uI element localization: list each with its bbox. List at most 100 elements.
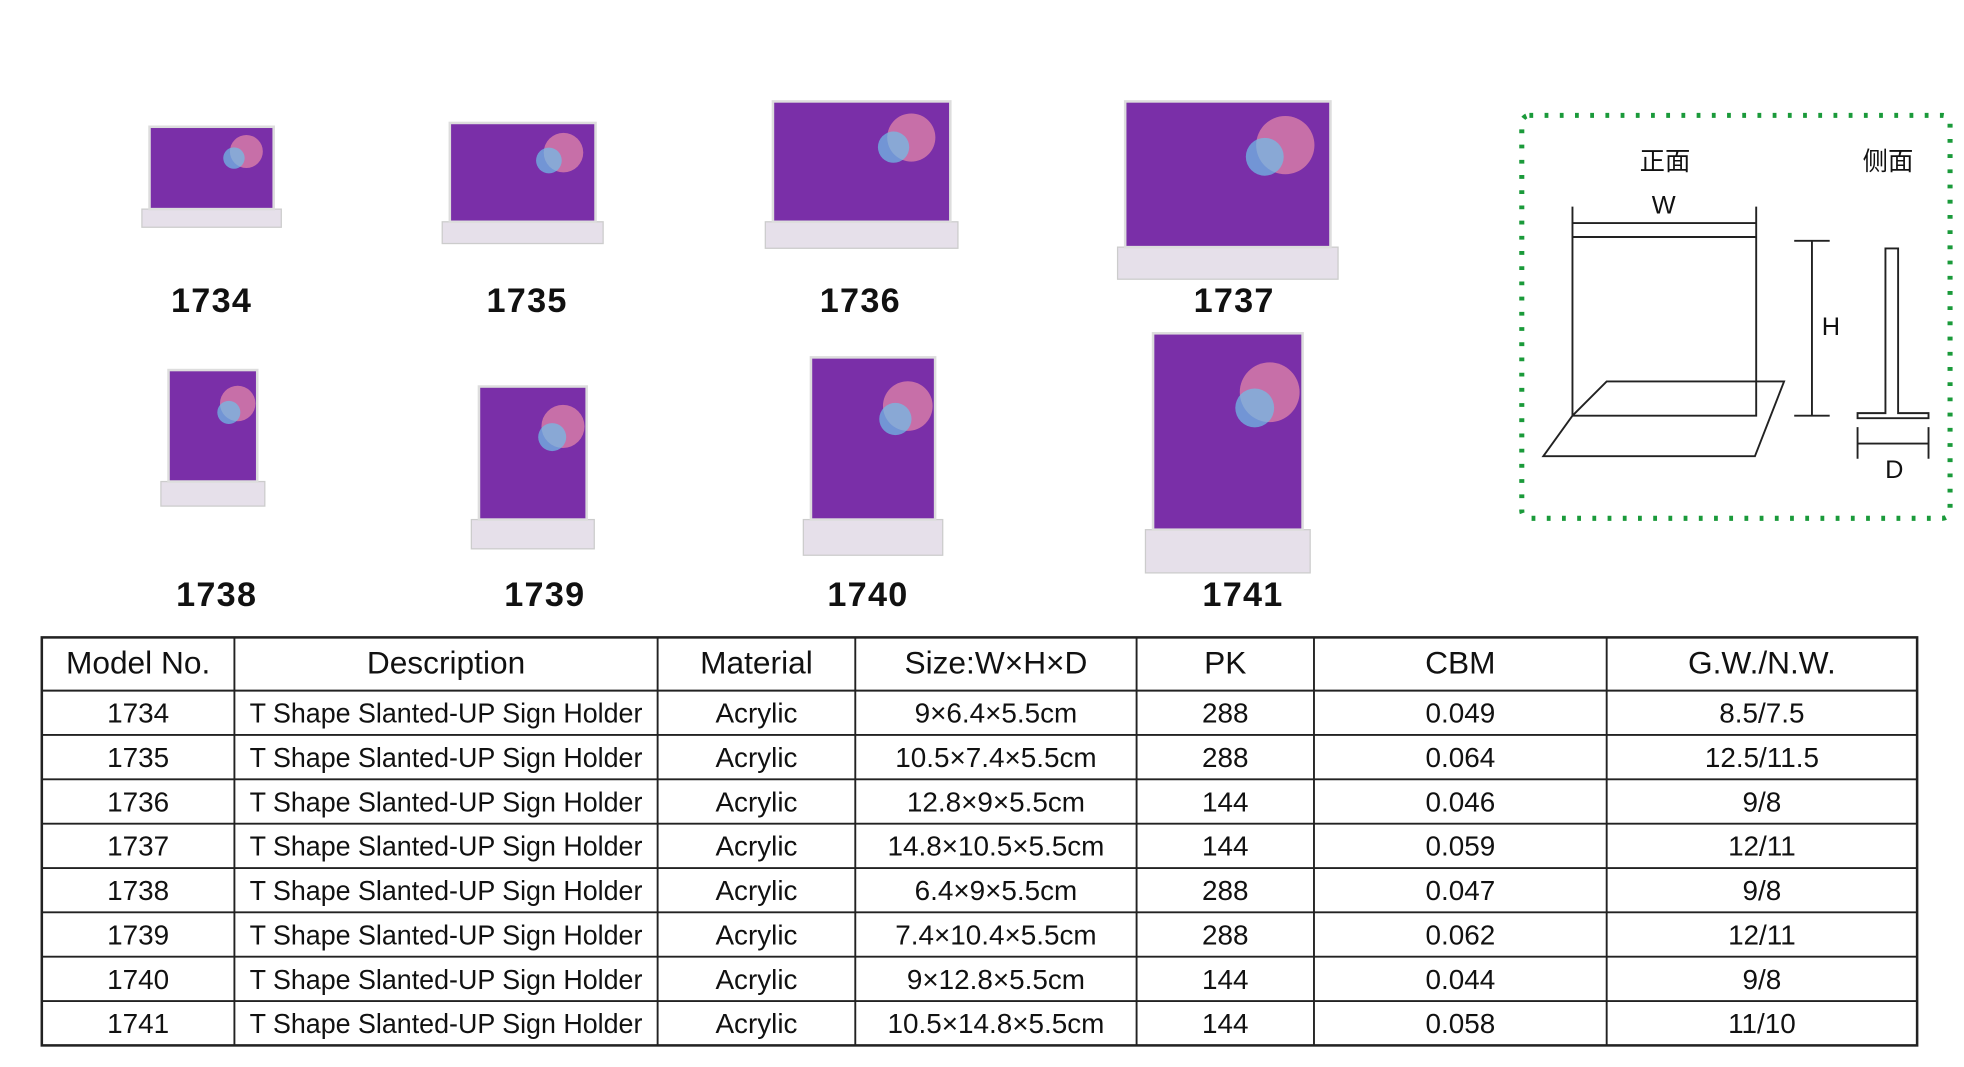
- table-cell: T Shape Slanted-UP Sign Holder: [250, 831, 643, 862]
- table-cell: 1737: [107, 831, 169, 862]
- table-cell: T Shape Slanted-UP Sign Holder: [250, 1008, 643, 1039]
- table-cell: 1738: [107, 875, 169, 906]
- table-cell: Acrylic: [715, 831, 797, 862]
- holder-base: [1116, 246, 1339, 280]
- table-cell: 144: [1202, 1008, 1248, 1039]
- model-label: 1741: [1202, 576, 1283, 614]
- table-cell: 0.049: [1425, 698, 1495, 729]
- model-label: 1736: [820, 282, 901, 320]
- table-cell: 1741: [107, 1008, 169, 1039]
- table-cell: T Shape Slanted-UP Sign Holder: [250, 964, 643, 995]
- table-cell: Acrylic: [715, 919, 797, 950]
- header-cell: Model No.: [66, 645, 210, 681]
- table-cell: 10.5×14.8×5.5cm: [888, 1008, 1105, 1039]
- dimension-diagram: 正面 侧面 W H D: [1519, 112, 1953, 521]
- table-cell: Acrylic: [715, 1008, 797, 1039]
- sign-picture: [1151, 332, 1304, 531]
- holder-base: [160, 480, 266, 507]
- header-cell: PK: [1204, 645, 1246, 681]
- table-cell: 9/8: [1743, 964, 1782, 995]
- table-cell: 288: [1202, 919, 1248, 950]
- table-cell: 1739: [107, 919, 169, 950]
- table-cell: 9×6.4×5.5cm: [915, 698, 1078, 729]
- table-cell: 0.047: [1425, 875, 1495, 906]
- table-cell: T Shape Slanted-UP Sign Holder: [250, 875, 643, 906]
- table-cell: 8.5/7.5: [1719, 698, 1804, 729]
- table-cell: Acrylic: [715, 786, 797, 817]
- table-cell: 0.059: [1425, 831, 1495, 862]
- line-drawing: [1541, 206, 1930, 459]
- table-cell: 1735: [107, 742, 169, 773]
- table-cell: T Shape Slanted-UP Sign Holder: [250, 742, 643, 773]
- holder-base: [141, 208, 282, 228]
- table-frame: [40, 636, 1919, 1047]
- front-label: 正面: [1640, 148, 1691, 176]
- table-cell: 288: [1202, 875, 1248, 906]
- model-label: 1739: [504, 576, 585, 614]
- table-cell: 144: [1202, 831, 1248, 862]
- sign-decor: [217, 400, 241, 424]
- header-cell: Material: [700, 645, 813, 681]
- table-cell: T Shape Slanted-UP Sign Holder: [250, 698, 643, 729]
- table-cell: 12/11: [1728, 919, 1796, 950]
- sign-decor: [1245, 137, 1284, 176]
- sign-decor: [538, 423, 567, 452]
- h-label: H: [1822, 313, 1840, 341]
- table-cell: 9/8: [1743, 875, 1782, 906]
- table-cell: T Shape Slanted-UP Sign Holder: [250, 919, 643, 950]
- table-cell: 0.062: [1425, 919, 1495, 950]
- side-label: 侧面: [1863, 148, 1914, 176]
- table-cell: 0.064: [1425, 742, 1495, 773]
- table-cell: 288: [1202, 698, 1248, 729]
- sign-decor: [1235, 388, 1275, 428]
- sign-decor: [223, 147, 245, 169]
- holder-base: [470, 518, 595, 550]
- model-label: 1737: [1194, 282, 1275, 320]
- sign-decor: [879, 402, 912, 436]
- d-label: D: [1885, 456, 1903, 484]
- table-cell: 1740: [107, 964, 169, 995]
- table-cell: 12.8×9×5.5cm: [907, 786, 1085, 817]
- table-cell: Acrylic: [715, 875, 797, 906]
- header-cell: Description: [367, 645, 525, 681]
- model-label: 1735: [487, 282, 568, 320]
- table-cell: 144: [1202, 786, 1248, 817]
- header-cell: G.W./N.W.: [1688, 645, 1836, 681]
- table-cell: Acrylic: [715, 698, 797, 729]
- table-cell: 9/8: [1743, 786, 1782, 817]
- sign-decor: [877, 131, 910, 163]
- holder-base: [764, 221, 959, 249]
- table-cell: 0.046: [1425, 786, 1495, 817]
- table-cell: 0.044: [1425, 964, 1495, 995]
- table-cell: 144: [1202, 964, 1248, 995]
- table-cell: 11/10: [1728, 1008, 1796, 1039]
- table-cell: 1736: [107, 786, 169, 817]
- table-cell: 288: [1202, 742, 1248, 773]
- table-cell: 12.5/11.5: [1705, 742, 1819, 773]
- w-label: W: [1652, 191, 1676, 219]
- sign-picture: [167, 368, 259, 483]
- table-cell: 9×12.8×5.5cm: [907, 964, 1085, 995]
- table-cell: 10.5×7.4×5.5cm: [895, 742, 1096, 773]
- holder-base: [802, 518, 944, 556]
- model-label: 1740: [827, 576, 908, 614]
- table-cell: Acrylic: [715, 964, 797, 995]
- holder-base: [1144, 529, 1311, 574]
- header-cell: CBM: [1425, 645, 1495, 681]
- table-cell: 6.4×9×5.5cm: [915, 875, 1078, 906]
- table-cell: T Shape Slanted-UP Sign Holder: [250, 786, 643, 817]
- table-cell: 7.4×10.4×5.5cm: [895, 919, 1096, 950]
- model-label: 1738: [176, 576, 257, 614]
- header-cell: Size:W×H×D: [904, 645, 1087, 681]
- sign-picture: [477, 385, 588, 521]
- table-cell: 12/11: [1728, 831, 1796, 862]
- holder-base: [441, 221, 604, 245]
- sign-decor: [536, 147, 562, 174]
- table-cell: 1734: [107, 698, 169, 729]
- table-cell: 14.8×10.5×5.5cm: [888, 831, 1105, 862]
- sign-picture: [809, 356, 937, 521]
- table-cell: 0.058: [1425, 1008, 1495, 1039]
- model-label: 1734: [171, 282, 252, 320]
- table-cell: Acrylic: [715, 742, 797, 773]
